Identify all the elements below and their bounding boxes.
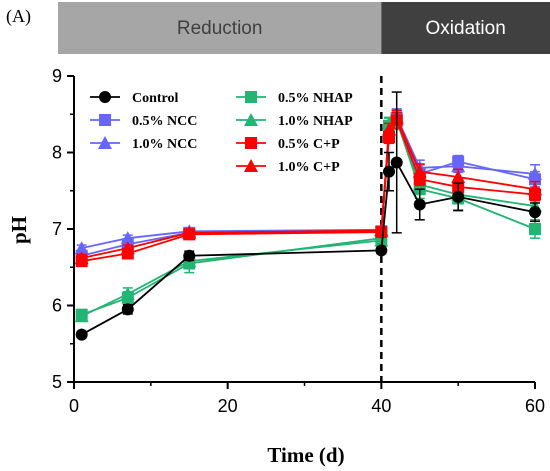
- legend-item: 1.0% C+P: [236, 159, 340, 175]
- legend-label: 0.5% NCC: [132, 114, 197, 129]
- y-tick-label: 6: [52, 296, 62, 316]
- data-point: [413, 198, 426, 211]
- data-point: [383, 165, 396, 178]
- y-tick-label: 7: [52, 219, 62, 239]
- y-axis-title: pH: [7, 216, 31, 244]
- data-point: [244, 159, 258, 172]
- plot-area: [74, 76, 542, 382]
- legend-item: 1.0% NCC: [90, 136, 197, 152]
- data-point: [74, 251, 89, 265]
- series: [75, 91, 541, 341]
- data-point: [412, 164, 427, 178]
- x-tick-label: 0: [69, 396, 79, 416]
- data-point: [375, 244, 388, 257]
- data-point: [98, 136, 112, 149]
- data-point: [529, 206, 541, 219]
- legend-label: Control: [132, 91, 179, 106]
- legend-item: 0.5% NHAP: [236, 91, 353, 106]
- data-point: [245, 137, 257, 149]
- data-point: [451, 169, 466, 183]
- data-point: [120, 241, 135, 255]
- data-point: [390, 156, 403, 169]
- y-tick-label: 8: [52, 143, 62, 163]
- data-point: [374, 233, 389, 247]
- legend: Control 0.5% NCC 1.0% NCC 0.5% NHAP 1.0% NHA…: [90, 91, 353, 175]
- x-tick-label: 60: [525, 396, 545, 416]
- y-tick-label: 9: [52, 66, 62, 86]
- data-point: [182, 225, 197, 239]
- x-axis-title: Time (d): [267, 443, 344, 467]
- x-tick-label: 40: [371, 396, 391, 416]
- phase-block: [58, 2, 382, 54]
- data-point: [121, 303, 134, 316]
- legend-label: 1.0% C+P: [278, 160, 340, 175]
- legend-item: Control: [90, 91, 179, 106]
- data-point: [99, 91, 111, 103]
- legend-item: 0.5% C+P: [236, 137, 340, 152]
- data-point: [99, 114, 111, 126]
- legend-label: 1.0% NHAP: [278, 114, 353, 129]
- data-point: [529, 223, 541, 235]
- data-point: [120, 231, 135, 245]
- legend-label: 0.5% C+P: [278, 137, 340, 152]
- legend-label: 1.0% NCC: [132, 137, 197, 152]
- data-point: [528, 182, 542, 196]
- panel-label: (A): [6, 6, 31, 27]
- phase-bar: Reduction Oxidation: [58, 2, 550, 54]
- phase-label: Oxidation: [426, 18, 506, 39]
- data-point: [528, 166, 542, 180]
- data-point: [74, 241, 89, 255]
- phase-block: [381, 2, 550, 54]
- data-point: [245, 91, 257, 103]
- legend-item: 0.5% NCC: [90, 114, 197, 129]
- data-point: [74, 309, 89, 323]
- series: [74, 109, 542, 265]
- data-point: [374, 223, 389, 237]
- data-point: [75, 328, 88, 341]
- legend-label: 0.5% NHAP: [278, 91, 353, 106]
- data-point: [382, 122, 397, 136]
- data-point: [244, 113, 258, 126]
- data-point: [183, 249, 196, 262]
- x-tick-label: 20: [218, 396, 238, 416]
- data-point: [120, 287, 135, 301]
- phase-label: Reduction: [177, 18, 263, 39]
- data-point: [452, 190, 465, 203]
- y-tick-label: 5: [52, 372, 62, 392]
- axes: 0 20 40 60 5 6 7 8 9: [52, 66, 545, 416]
- legend-item: 1.0% NHAP: [236, 113, 353, 129]
- series: [75, 109, 541, 262]
